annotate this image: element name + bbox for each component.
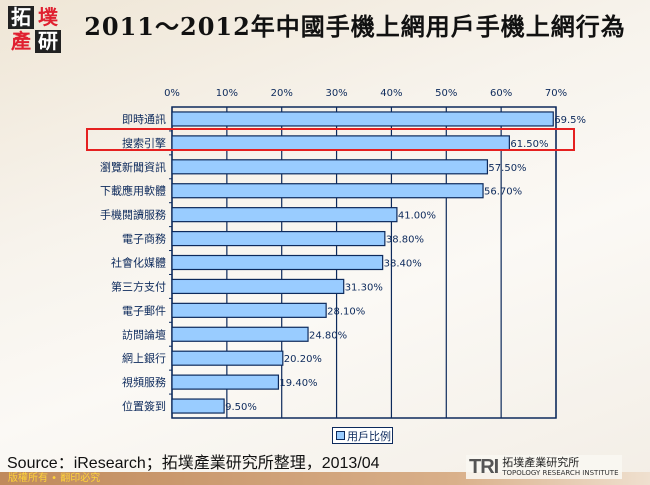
brand-logo: TRI 拓墣產業研究所 TOPOLOGY RESEARCH INSTITUTE	[466, 455, 622, 479]
category-label: 電子郵件	[122, 304, 166, 317]
category-label: 視頻服務	[122, 375, 166, 389]
data-label: 57.50%	[488, 163, 526, 174]
highlight-box	[86, 128, 575, 151]
category-label: 瀏覽新聞資訊	[100, 160, 166, 174]
logo-char: 產	[11, 29, 31, 53]
logo-char: 研	[35, 30, 61, 53]
brand-name: 拓墣產業研究所	[502, 456, 580, 469]
data-label: 19.40%	[279, 378, 317, 389]
bar	[171, 183, 484, 199]
bar	[171, 398, 225, 414]
data-label: 69.5%	[554, 115, 586, 126]
category-label: 位置簽到	[122, 399, 166, 413]
bar	[171, 350, 284, 366]
category-label: 即時通訊	[122, 112, 166, 126]
category-label: 網上銀行	[122, 351, 166, 365]
data-label: 9.50%	[225, 402, 257, 413]
data-label: 38.40%	[384, 259, 422, 270]
logo-char: 墣	[38, 5, 58, 29]
bar	[171, 254, 384, 271]
copyright: 版權所有 • 翻印必究	[8, 473, 101, 484]
legend-swatch	[336, 431, 345, 440]
data-label: 28.10%	[327, 306, 365, 317]
data-label: 61.50%	[510, 139, 548, 150]
bar	[171, 207, 398, 223]
category-label: 電子商務	[122, 232, 166, 246]
x-tick-label: 50%	[435, 88, 457, 99]
bar	[171, 326, 309, 342]
logo-char: 拓	[8, 6, 34, 29]
data-label: 41.00%	[398, 211, 436, 222]
source-note: Source：iResearch；拓墣產業研究所整理，2013/04	[7, 455, 380, 472]
category-label: 第三方支付	[111, 279, 166, 293]
data-label: 20.20%	[284, 354, 322, 365]
x-tick-label: 60%	[490, 88, 512, 99]
bar	[171, 159, 489, 175]
category-label: 下載應用軟體	[100, 184, 166, 198]
data-label: 31.30%	[345, 282, 383, 293]
page-title: 2011～2012年中國手機上網用戶手機上網行為	[84, 12, 626, 41]
bar	[171, 111, 554, 127]
category-label: 搜索引擎	[122, 136, 166, 150]
data-label: 24.80%	[309, 330, 347, 341]
legend: 用戶比例	[332, 427, 393, 444]
bar	[171, 302, 327, 318]
category-label: 社會化媒體	[111, 256, 166, 270]
brand-en: TOPOLOGY RESEARCH INSTITUTE	[502, 469, 619, 477]
x-tick-label: 10%	[216, 88, 238, 99]
bar	[171, 278, 345, 295]
x-tick-label: 0%	[164, 88, 180, 99]
data-label: 56.70%	[484, 187, 522, 198]
bar	[171, 374, 280, 390]
legend-label: 用戶比例	[347, 429, 391, 443]
x-tick-label: 20%	[271, 88, 293, 99]
category-label: 訪問論壇	[122, 327, 166, 341]
data-label: 38.80%	[386, 235, 424, 246]
tri-logo: 拓 墣 產 研	[8, 6, 64, 54]
x-tick-label: 30%	[325, 88, 347, 99]
bar	[171, 230, 386, 247]
category-label: 手機閱讀服務	[100, 208, 166, 222]
x-tick-label: 40%	[380, 88, 402, 99]
brand-mark: TRI	[469, 456, 499, 478]
x-tick-label: 70%	[545, 88, 567, 99]
